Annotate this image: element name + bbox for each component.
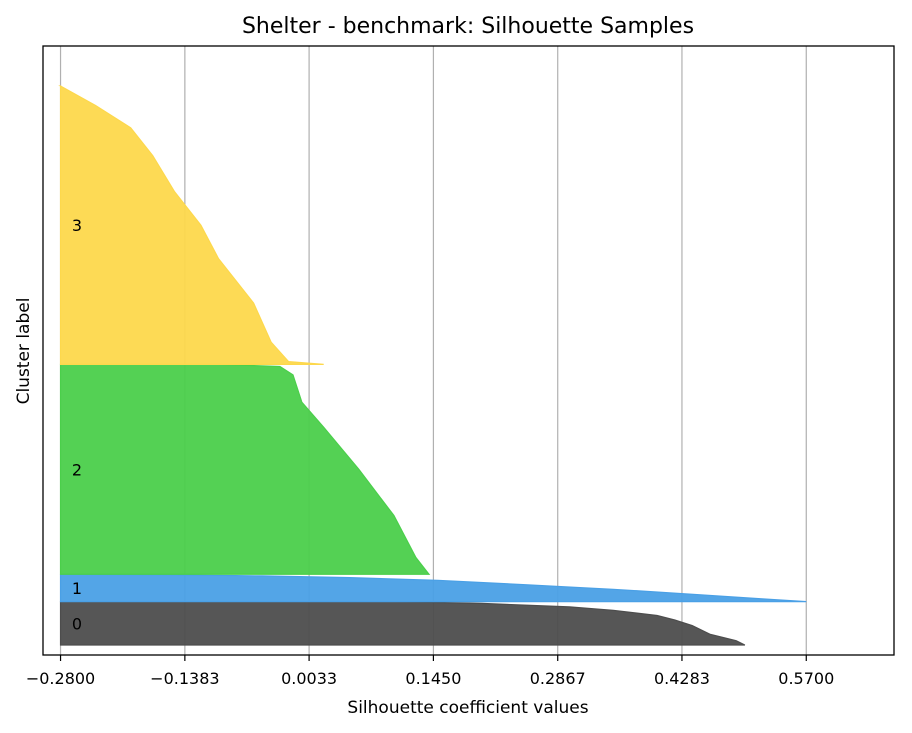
x-axis-label: Silhouette coefficient values [347, 698, 588, 718]
x-axis-ticks: −0.2800 −0.1383 0.0033 0.1450 0.2867 0.4283 0.… [26, 655, 834, 688]
x-tick-label: 0.4283 [654, 669, 710, 688]
cluster-label: 2 [72, 460, 82, 479]
y-axis-label: Cluster label [14, 298, 34, 405]
x-tick-label: −0.1383 [150, 669, 219, 688]
x-tick-label: −0.2800 [26, 669, 95, 688]
x-tick-label: 0.0033 [281, 669, 337, 688]
chart-title: Shelter - benchmark: Silhouette Samples [242, 14, 694, 39]
x-tick-label: 0.2867 [530, 669, 586, 688]
cluster-label: 0 [72, 614, 82, 633]
cluster-0-area [59, 601, 746, 646]
cluster-2-area [59, 363, 431, 575]
cluster-label: 1 [72, 579, 82, 598]
x-tick-label: 0.1450 [405, 669, 461, 688]
cluster-label: 3 [72, 216, 82, 235]
cluster-areas [58, 85, 807, 646]
grid-lines [59, 46, 807, 655]
cluster-3-area [58, 85, 324, 365]
plot-frame [42, 45, 895, 656]
y-axis-ticks: 0 1 2 3 [72, 216, 82, 633]
x-tick-label: 0.5700 [778, 669, 834, 688]
